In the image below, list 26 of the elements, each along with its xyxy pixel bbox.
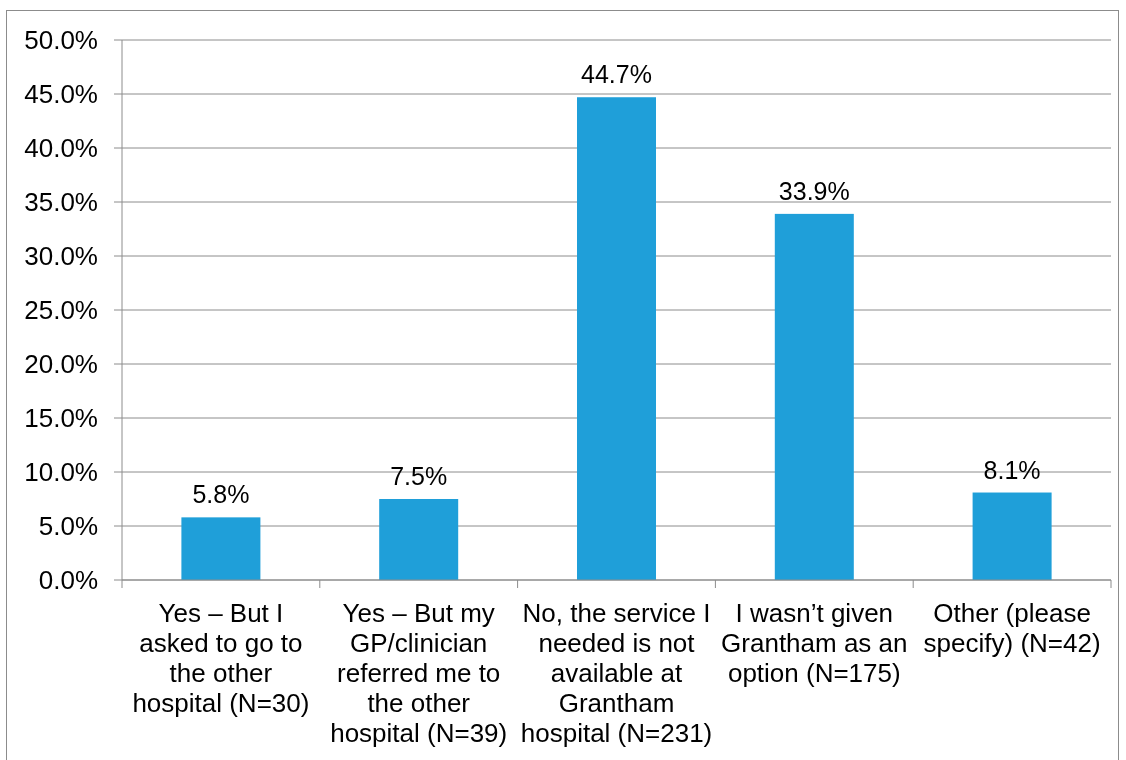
x-tick-label: Yes – But my GP/clinician referred me to the other hospital (N=39) [330, 598, 508, 748]
x-tick-label: No, the service I needed is not available at Grantham hospital (N=231) [520, 598, 713, 748]
data-label: 8.1% [983, 455, 1041, 484]
y-tick-label: 25.0% [24, 295, 98, 326]
data-label: 33.9% [778, 176, 850, 205]
data-label: 7.5% [390, 462, 448, 490]
bar [379, 499, 459, 580]
x-tick-label: Yes – But I asked to go to the other hospital (N=30) [132, 598, 310, 718]
data-label: 5.8% [192, 480, 250, 509]
bar [774, 213, 854, 580]
y-tick-label: 0.0% [38, 565, 98, 596]
y-tick-label: 30.0% [24, 241, 98, 272]
data-label: 44.7% [581, 60, 652, 89]
y-tick-label: 45.0% [24, 79, 98, 110]
bar [181, 517, 261, 580]
bar [577, 97, 656, 580]
y-tick-label: 10.0% [24, 457, 98, 488]
y-tick-label: 40.0% [24, 133, 98, 164]
y-tick-label: 50.0% [24, 25, 98, 56]
y-tick-label: 35.0% [24, 187, 98, 218]
x-tick-label: I wasn’t given Grantham as an option (N=175) [721, 598, 908, 688]
x-tick-label: Other (please specify) (N=42) [923, 598, 1101, 658]
bar [972, 492, 1052, 580]
y-tick-label: 5.0% [38, 511, 98, 542]
y-tick-label: 20.0% [24, 349, 98, 380]
y-tick-label: 15.0% [24, 403, 98, 434]
